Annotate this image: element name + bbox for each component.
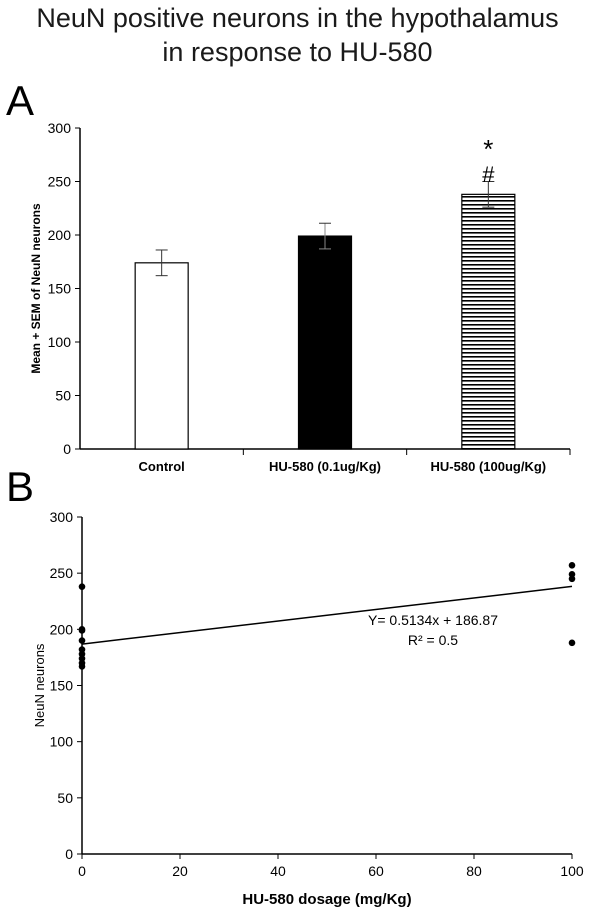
x-category-label-0: Control: [139, 459, 185, 474]
data-point: [78, 663, 86, 670]
x-tick-label-b: 60: [368, 863, 384, 879]
x-tick-label-b: 20: [172, 863, 188, 879]
data-point: [78, 637, 86, 644]
chart-title-line-1: NeuN positive neurons in the hypothalamu…: [36, 3, 559, 33]
data-point: [568, 562, 576, 569]
x-tick-label-b: 80: [466, 863, 482, 879]
y-tick-label-a: 250: [48, 174, 72, 190]
r-squared-label: R² = 0.5: [408, 632, 458, 648]
trendline-equation: Y= 0.5134x + 186.87: [368, 612, 498, 628]
y-tick-label-a: 50: [55, 388, 71, 404]
x-axis-label-b: HU-580 dosage (mg/Kg): [242, 891, 411, 908]
x-category-label-1: HU-580 (0.1ug/Kg): [269, 459, 381, 474]
y-tick-label-b: 250: [50, 565, 74, 581]
y-tick-label-b: 150: [50, 678, 74, 694]
chart-title-line-2: in response to HU-580: [162, 37, 433, 67]
significance-marker-1: #: [482, 162, 495, 187]
bar-1: [297, 235, 353, 450]
x-tick-label-b: 0: [78, 863, 86, 879]
y-tick-label-a: 300: [48, 120, 72, 136]
y-tick-label-b: 0: [65, 846, 73, 862]
data-point: [78, 583, 86, 590]
y-tick-label-b: 100: [50, 734, 74, 750]
x-tick-label-b: 40: [270, 863, 286, 879]
panel-a-label: A: [6, 77, 35, 124]
y-tick-label-b: 200: [50, 621, 74, 637]
significance-marker-0: *: [483, 134, 493, 164]
y-tick-label-a: 200: [48, 227, 72, 243]
data-point: [568, 575, 576, 583]
y-axis-label-a: Mean + SEM of NeuN neurons: [29, 203, 43, 374]
y-tick-label-b: 300: [50, 509, 74, 525]
x-tick-label-b: 100: [560, 863, 584, 879]
y-axis-label-b: NeuN neurons: [32, 643, 47, 727]
data-point: [78, 626, 86, 633]
y-tick-label-a: 150: [48, 281, 72, 297]
data-point: [568, 639, 576, 647]
y-tick-label-a: 0: [63, 441, 71, 457]
y-tick-label-b: 50: [57, 790, 73, 806]
panel-b-label: B: [6, 463, 35, 510]
bar-2: [461, 193, 516, 450]
x-category-label-2: HU-580 (100ug/Kg): [431, 459, 547, 474]
y-tick-label-a: 100: [48, 334, 72, 350]
trendline: [81, 585, 573, 645]
